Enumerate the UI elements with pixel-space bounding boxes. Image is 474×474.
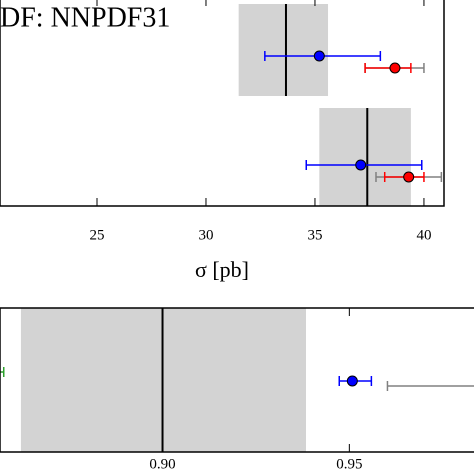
axes-frame [0, 0, 445, 207]
x-tick-label: 25 [89, 227, 104, 243]
x-tick-label: 30 [198, 227, 213, 243]
band [319, 108, 411, 206]
point [403, 171, 415, 183]
x-axis-label: σ [pb] [195, 257, 249, 282]
point [389, 62, 401, 74]
point [346, 375, 358, 387]
point [355, 159, 367, 171]
x-tick-label: 0.90 [149, 456, 175, 472]
x-tick-label: 40 [416, 227, 431, 243]
x-tick-label: 0.95 [336, 456, 362, 472]
point [313, 50, 325, 62]
x-tick-label: 35 [307, 227, 322, 243]
panel-title: DF: NNPDF31 [0, 2, 170, 33]
band [238, 4, 329, 96]
axes-frame [0, 307, 474, 453]
